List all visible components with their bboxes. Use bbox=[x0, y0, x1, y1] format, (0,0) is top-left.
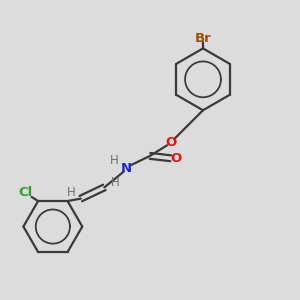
Text: Br: Br bbox=[195, 32, 212, 45]
Text: H: H bbox=[67, 186, 76, 199]
Text: O: O bbox=[171, 152, 182, 165]
Text: H: H bbox=[111, 176, 120, 190]
Text: H: H bbox=[110, 154, 119, 166]
Text: O: O bbox=[165, 136, 176, 149]
Text: Cl: Cl bbox=[19, 186, 33, 199]
Text: N: N bbox=[121, 162, 132, 175]
